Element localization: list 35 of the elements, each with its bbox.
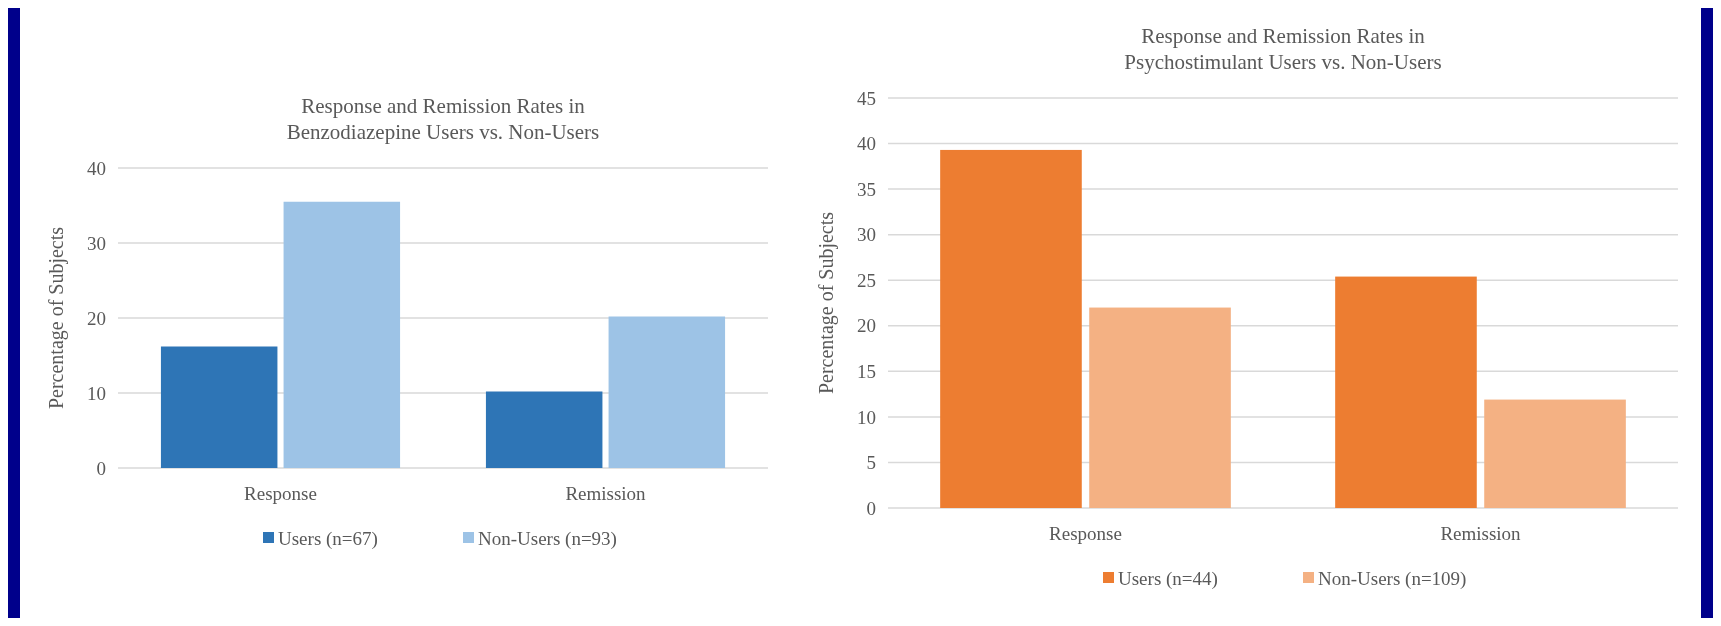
y-tick-label: 10 bbox=[857, 406, 876, 428]
bar bbox=[1335, 276, 1477, 508]
y-tick-label: 20 bbox=[857, 315, 876, 337]
x-tick-label: Response bbox=[1049, 523, 1122, 544]
legend-label: Users (n=44) bbox=[1118, 567, 1218, 590]
y-tick-label: 0 bbox=[866, 497, 876, 519]
y-axis-title: Percentage of Subjects bbox=[45, 226, 68, 410]
x-tick-label: Response bbox=[244, 483, 317, 504]
legend-label: Non-Users (n=109) bbox=[1318, 567, 1467, 590]
y-tick-label: 45 bbox=[857, 87, 876, 109]
chart-title: Response and Remission Rates in Benzodiazepine Users vs. Non-Users bbox=[286, 94, 600, 144]
y-tick-label: 30 bbox=[87, 232, 106, 254]
bar bbox=[608, 316, 726, 468]
bar bbox=[1484, 399, 1626, 508]
bar bbox=[160, 346, 278, 468]
chart-title: Response and Remission Rates in Psychostimulant Users vs. Non-Users bbox=[1124, 24, 1442, 74]
bar bbox=[940, 149, 1082, 508]
legend-label: Non-Users (n=93) bbox=[478, 527, 617, 550]
x-tick-label: Remission bbox=[565, 483, 647, 504]
y-tick-label: 0 bbox=[96, 457, 106, 479]
y-tick-label: 40 bbox=[857, 133, 876, 155]
y-tick-label: 35 bbox=[857, 178, 876, 200]
y-tick-label: 15 bbox=[857, 360, 876, 382]
legend-label: Users (n=67) bbox=[278, 527, 378, 550]
y-tick-label: 20 bbox=[87, 307, 106, 329]
bar bbox=[283, 201, 401, 468]
y-tick-label: 25 bbox=[857, 269, 876, 291]
bar bbox=[485, 391, 603, 468]
y-tick-label: 30 bbox=[857, 224, 876, 246]
x-tick-label: Remission bbox=[1440, 523, 1522, 544]
y-tick-label: 10 bbox=[87, 382, 106, 404]
y-axis-title: Percentage of Subjects bbox=[815, 211, 838, 395]
y-tick-label: 40 bbox=[87, 157, 106, 179]
y-tick-label: 5 bbox=[866, 452, 876, 474]
bar bbox=[1089, 307, 1231, 508]
